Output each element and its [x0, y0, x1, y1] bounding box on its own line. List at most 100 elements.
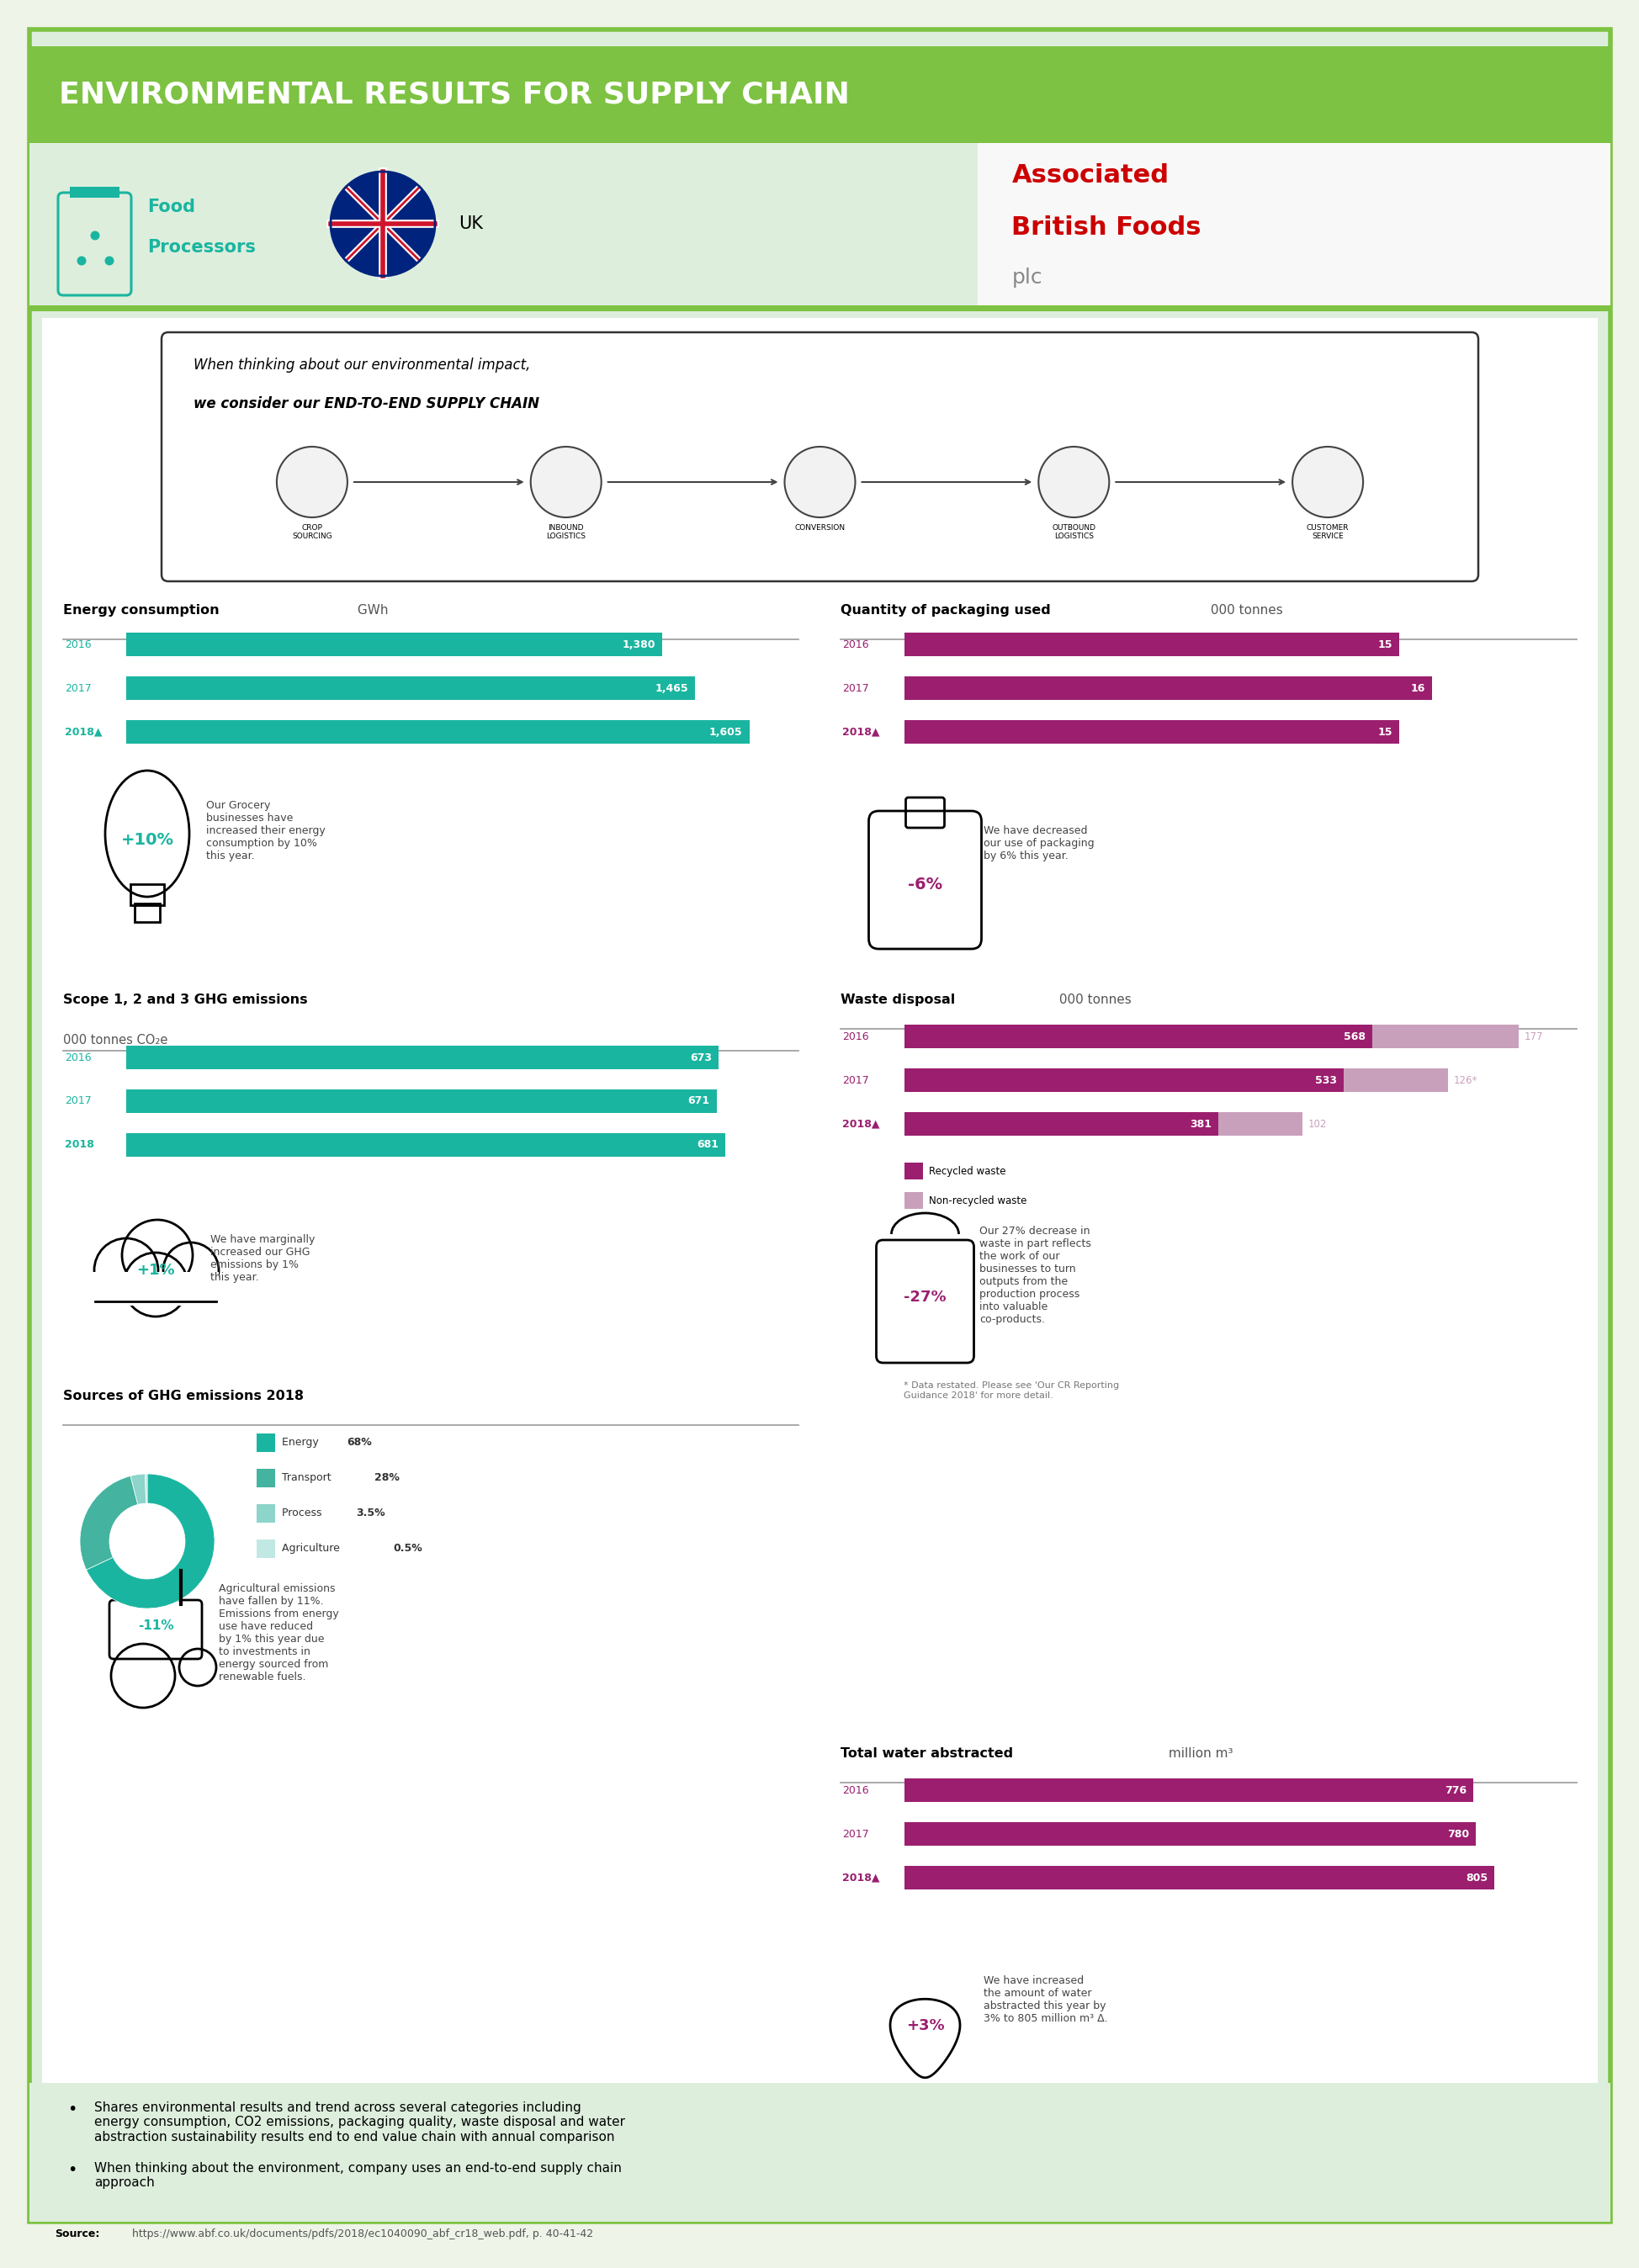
Text: 2016: 2016	[842, 1032, 869, 1041]
Bar	[256, 1470, 275, 1488]
Bar	[903, 633, 1398, 655]
Text: 673: 673	[690, 1052, 711, 1064]
Bar	[1372, 1025, 1518, 1048]
Text: 2018▲: 2018▲	[842, 726, 880, 737]
Bar	[30, 143, 977, 311]
Circle shape	[1037, 447, 1108, 517]
Text: Energy consumption: Energy consumption	[62, 603, 220, 617]
Text: 2016: 2016	[66, 1052, 92, 1064]
Text: 2017: 2017	[842, 1075, 869, 1086]
Text: 671: 671	[688, 1095, 710, 1107]
Text: OUTBOUND
LOGISTICS: OUTBOUND LOGISTICS	[1052, 524, 1095, 540]
Circle shape	[77, 256, 87, 265]
Bar	[126, 721, 749, 744]
Text: -27%: -27%	[903, 1290, 946, 1304]
Bar	[126, 1089, 716, 1114]
Text: Source:: Source:	[54, 2229, 100, 2239]
Text: Total water abstracted: Total water abstracted	[841, 1746, 1013, 1760]
Text: 2016: 2016	[842, 640, 869, 651]
Bar	[126, 633, 662, 655]
Text: 2017: 2017	[66, 1095, 92, 1107]
Text: 102: 102	[1308, 1118, 1326, 1129]
Text: We have decreased
our use of packaging
by 6% this year.: We have decreased our use of packaging b…	[983, 826, 1095, 862]
Text: +10%: +10%	[121, 832, 174, 848]
Circle shape	[331, 172, 434, 277]
Text: 2016: 2016	[842, 1785, 869, 1796]
Text: 000 tonnes: 000 tonnes	[1206, 603, 1283, 617]
Bar	[126, 676, 695, 701]
Text: Transport: Transport	[282, 1472, 334, 1483]
Bar	[903, 1778, 1472, 1803]
Text: Scope 1, 2 and 3 GHG emissions: Scope 1, 2 and 3 GHG emissions	[62, 993, 308, 1007]
Text: Waste disposal: Waste disposal	[841, 993, 956, 1007]
Text: 681: 681	[697, 1139, 718, 1150]
Bar	[903, 1163, 923, 1179]
Text: Recycled waste: Recycled waste	[929, 1166, 1006, 1177]
Bar	[903, 1068, 1342, 1091]
Text: ENVIRONMENTAL RESULTS FOR SUPPLY CHAIN: ENVIRONMENTAL RESULTS FOR SUPPLY CHAIN	[59, 79, 849, 109]
Text: 2017: 2017	[842, 683, 869, 694]
Bar	[256, 1504, 275, 1522]
Circle shape	[1292, 447, 1362, 517]
Text: 000 tonnes: 000 tonnes	[1056, 993, 1131, 1007]
Text: 1,465: 1,465	[654, 683, 688, 694]
Text: Sources of GHG emissions 2018: Sources of GHG emissions 2018	[62, 1390, 303, 1402]
Text: 28%: 28%	[374, 1472, 400, 1483]
Text: •: •	[67, 2161, 77, 2177]
Bar	[903, 1193, 923, 1209]
Bar	[903, 721, 1398, 744]
Text: Our Grocery
businesses have
increased their energy
consumption by 10%
this year.: Our Grocery businesses have increased th…	[207, 801, 325, 862]
Text: plc: plc	[1011, 268, 1042, 288]
Text: 2018▲: 2018▲	[842, 1118, 880, 1129]
Text: https://www.abf.co.uk/documents/pdfs/2018/ec1040090_abf_cr18_web.pdf, p. 40-41-4: https://www.abf.co.uk/documents/pdfs/201…	[133, 2229, 593, 2239]
Wedge shape	[146, 1474, 148, 1504]
Circle shape	[105, 256, 115, 265]
Text: 3.5%: 3.5%	[356, 1508, 385, 1520]
Text: We have increased
the amount of water
abstracted this year by
3% to 805 million : We have increased the amount of water ab…	[983, 1975, 1108, 2023]
Text: 533: 533	[1314, 1075, 1336, 1086]
Text: -11%: -11%	[138, 1619, 174, 1631]
Text: •: •	[67, 2102, 77, 2118]
Bar	[92, 1272, 218, 1306]
Text: 2017: 2017	[842, 1828, 869, 1839]
Text: 568: 568	[1344, 1032, 1365, 1041]
Text: 68%: 68%	[346, 1438, 372, 1447]
Text: 2018▲: 2018▲	[66, 726, 102, 737]
Text: -6%: -6%	[908, 875, 942, 891]
Text: 776: 776	[1444, 1785, 1465, 1796]
Text: +3%: +3%	[905, 2019, 944, 2034]
Bar	[903, 1111, 1218, 1136]
Text: 15: 15	[1377, 640, 1392, 651]
Text: million m³: million m³	[1164, 1746, 1233, 1760]
Bar	[256, 1433, 275, 1452]
Bar	[977, 143, 1609, 311]
Text: 2018▲: 2018▲	[842, 1871, 880, 1882]
Bar	[30, 2082, 1609, 2223]
Text: 000 tonnes CO₂e: 000 tonnes CO₂e	[62, 1034, 167, 1046]
Bar	[1218, 1111, 1301, 1136]
Text: * Data restated. Please see 'Our CR Reporting
Guidance 2018' for more detail.: * Data restated. Please see 'Our CR Repo…	[903, 1381, 1119, 1399]
Bar	[70, 186, 120, 197]
Bar	[1342, 1068, 1447, 1091]
Text: Our 27% decrease in
waste in part reflects
the work of our
businesses to turn
ou: Our 27% decrease in waste in part reflec…	[978, 1225, 1092, 1325]
Text: We have marginally
increased our GHG
emissions by 1%
this year.: We have marginally increased our GHG emi…	[210, 1234, 315, 1284]
Bar	[256, 1540, 275, 1558]
Text: Quantity of packaging used: Quantity of packaging used	[841, 603, 1051, 617]
Bar	[131, 885, 164, 905]
Bar	[43, 318, 1596, 2125]
Text: 2017: 2017	[66, 683, 92, 694]
Text: British Foods: British Foods	[1011, 215, 1201, 240]
Bar	[126, 1046, 718, 1068]
Bar	[903, 1025, 1372, 1048]
FancyBboxPatch shape	[162, 333, 1477, 581]
Text: 15: 15	[1377, 726, 1392, 737]
Circle shape	[90, 231, 100, 240]
Text: Food: Food	[148, 200, 195, 215]
Text: 177: 177	[1524, 1032, 1542, 1041]
Text: CONVERSION: CONVERSION	[795, 524, 844, 531]
Text: +1%: +1%	[136, 1263, 175, 1277]
Bar	[903, 1867, 1493, 1889]
Bar	[134, 903, 159, 923]
Text: 381: 381	[1190, 1118, 1211, 1129]
Text: Shares environmental results and trend across several categories including
energ: Shares environmental results and trend a…	[93, 2102, 624, 2143]
